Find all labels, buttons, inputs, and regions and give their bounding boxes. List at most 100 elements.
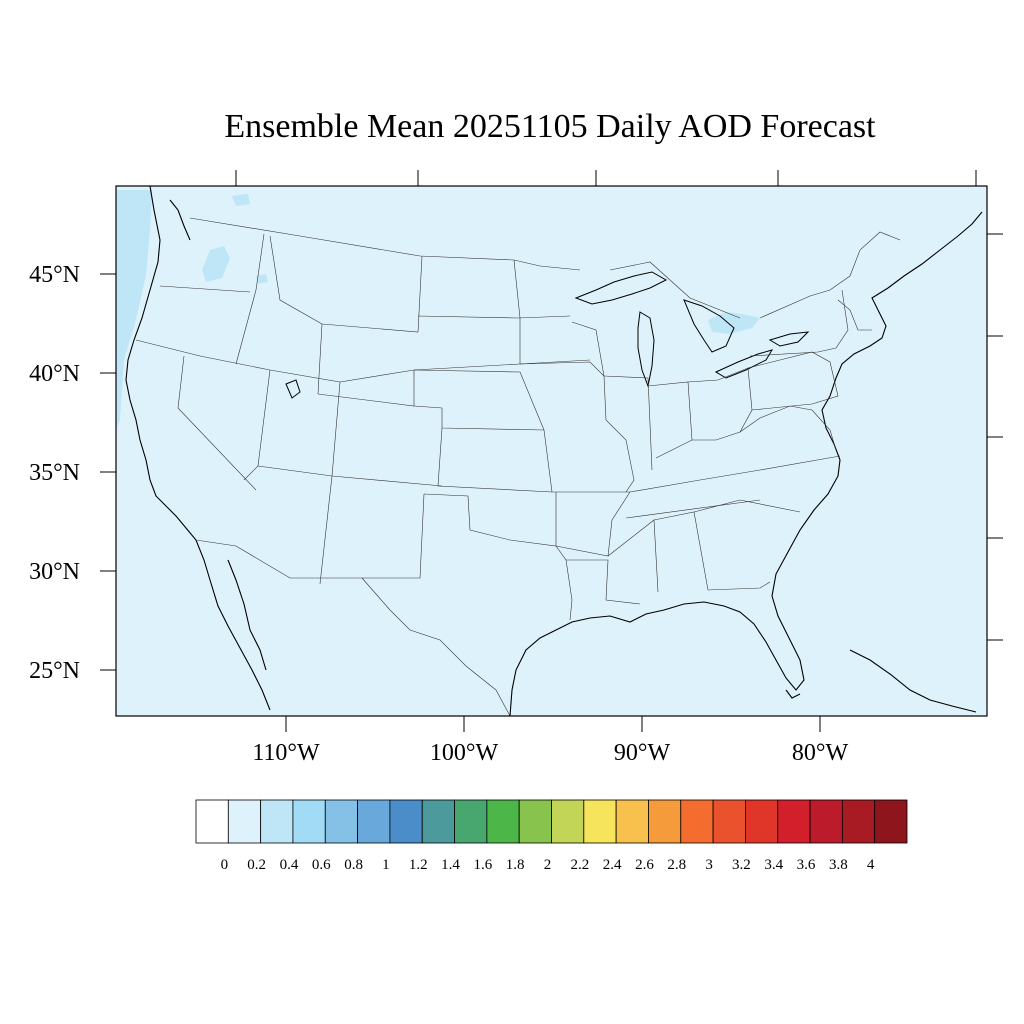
colorbar-label: 3 <box>705 857 713 873</box>
washington-area <box>202 246 230 282</box>
minnesota-wisconsin-border <box>571 321 605 377</box>
colorbar-swatch <box>615 799 649 844</box>
colorbar-label: 0.6 <box>312 857 331 873</box>
right-ticks <box>987 233 1003 641</box>
montana-wyoming-border <box>321 255 423 333</box>
ohio-border <box>655 367 753 459</box>
wyoming-west-border <box>317 323 323 395</box>
colorbar-swatch <box>292 799 326 844</box>
lon-label: 80°W <box>792 740 849 766</box>
colorbar-swatch <box>712 799 746 844</box>
colorbar-label: 1.4 <box>441 857 460 873</box>
colorbar-swatch <box>551 799 585 844</box>
lat-label: 30°N <box>29 559 80 585</box>
state-boundaries <box>135 217 901 717</box>
colorbar-swatch <box>421 799 455 844</box>
lake-superior <box>574 271 668 305</box>
illinois-indiana-border <box>603 375 653 471</box>
colorbar-swatch <box>874 799 908 844</box>
colorbar-swatch <box>389 799 423 844</box>
lon-label: 100°W <box>430 740 499 766</box>
colorbar-label: 2.4 <box>603 857 622 873</box>
nd-sd-border <box>417 315 519 319</box>
colorbar-swatch <box>324 799 358 844</box>
map-frame <box>115 185 988 717</box>
bottom-ticks <box>285 716 821 732</box>
texas-louisiana-border <box>555 545 573 621</box>
colorbar-swatch <box>680 799 714 844</box>
west-coastline <box>125 185 271 711</box>
gulf-california-coast <box>227 559 267 671</box>
tennessee-north-border <box>629 455 841 493</box>
mexico-border-west <box>195 493 425 579</box>
colorbar-label: 4 <box>867 857 875 873</box>
lon-labels: 110°W 100°W 90°W 80°W <box>252 740 848 766</box>
cuba-coast <box>849 649 977 713</box>
colorbar-swatch <box>583 799 617 844</box>
colorbar-swatch <box>454 799 488 844</box>
idaho-montana-border <box>269 235 323 325</box>
north-area <box>232 194 250 206</box>
colorbar-swatch <box>195 799 229 844</box>
colorbar-swatch <box>357 799 391 844</box>
gulf-atlantic-coastline <box>509 211 983 717</box>
tennessee-south-border <box>625 499 761 519</box>
colorbar-label: 2.6 <box>635 857 654 873</box>
colorbar-label: 0.4 <box>280 857 299 873</box>
oklahoma-border <box>423 492 557 547</box>
lat-label: 35°N <box>29 460 80 486</box>
az-nm-border <box>319 475 333 585</box>
idaho-west-border <box>235 233 265 365</box>
colorbar-label: 1.8 <box>506 857 525 873</box>
lat-label: 40°N <box>29 361 80 387</box>
colorbar-label: 1.6 <box>473 857 492 873</box>
colorbar-swatch <box>745 799 779 844</box>
colorbar-swatch <box>227 799 262 844</box>
us-canada-border-ne <box>759 231 901 319</box>
pacific-coast-area <box>116 190 152 430</box>
colorado-nebraska-border <box>413 405 545 431</box>
lake-huron <box>683 299 735 353</box>
wa-or-border <box>159 285 251 293</box>
colorbar-labels: 0 0.2 0.4 0.6 0.8 1 1.2 1.4 1.6 1.8 2 2.2 2.4 2.6 2.8 3… <box>221 857 875 873</box>
colorbar-label: 1 <box>382 857 390 873</box>
colorbar-label: 2 <box>544 857 552 873</box>
pennsylvania-border <box>747 351 839 411</box>
georgia-carolina-border <box>693 499 801 513</box>
coastlines <box>125 185 983 717</box>
left-ticks <box>100 273 116 671</box>
colorbar-label: 0.8 <box>344 857 363 873</box>
louisiana-border <box>566 559 641 605</box>
colorbar-label: 1.2 <box>409 857 428 873</box>
map-title: Ensemble Mean 20251105 Daily AOD Forecas… <box>224 108 876 145</box>
colorbar-swatch <box>777 799 811 844</box>
lon-label: 110°W <box>252 740 320 766</box>
colorbar-swatch <box>260 799 294 844</box>
us-canada-border <box>189 217 581 271</box>
alabama-georgia-border <box>653 511 771 591</box>
colorbar-label: 0 <box>221 857 229 873</box>
missouri-arkansas-border <box>543 429 630 493</box>
colorbar-label: 2.8 <box>667 857 686 873</box>
colorbar-label: 2.2 <box>570 857 589 873</box>
florida-tip <box>785 689 801 699</box>
new-york-border <box>749 289 849 357</box>
top-ticks <box>235 170 977 186</box>
aod-higher-areas <box>116 190 760 430</box>
colorbar-swatch <box>841 799 876 844</box>
lat-label: 25°N <box>29 658 80 684</box>
puget-sound <box>169 199 191 241</box>
nebraska-border <box>413 369 545 431</box>
iowa-missouri-border <box>519 361 635 493</box>
new-england-border <box>837 299 872 331</box>
map-background <box>116 186 987 716</box>
lat-label: 45°N <box>29 262 80 288</box>
lat-labels: 45°N 40°N 35°N 30°N 25°N <box>29 262 80 684</box>
colorbar-swatch <box>648 799 682 844</box>
arkansas-border <box>555 491 631 557</box>
colorbar-swatch <box>809 799 843 844</box>
kansas-border <box>437 427 553 493</box>
lake-ontario <box>768 331 810 347</box>
colorbar-label: 3.4 <box>764 857 783 873</box>
